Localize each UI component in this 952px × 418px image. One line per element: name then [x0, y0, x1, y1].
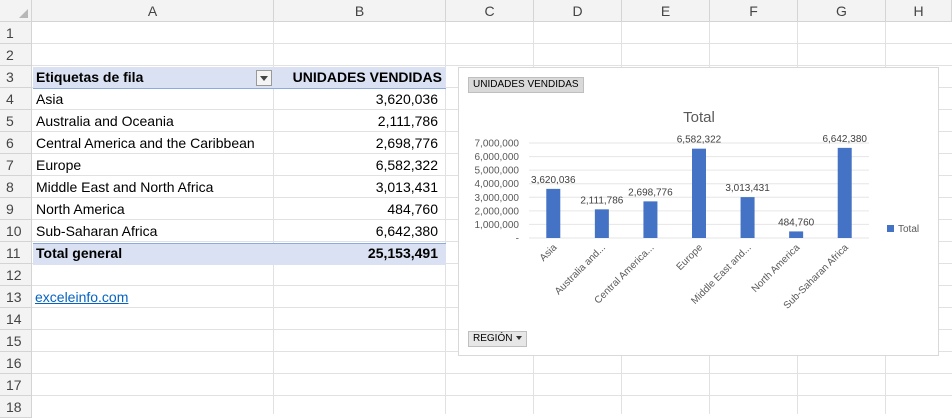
gridline: [32, 65, 952, 66]
gridline: [32, 395, 952, 396]
bar: [594, 209, 609, 238]
data-label: 2,698,776: [628, 187, 673, 198]
pivot-row-label[interactable]: Australia and Oceania: [36, 113, 174, 129]
row-header-13[interactable]: 13: [0, 286, 32, 308]
column-header-e[interactable]: E: [622, 0, 710, 22]
gridline: [273, 22, 274, 414]
pivot-row-value[interactable]: 3,620,036: [375, 91, 438, 107]
row-header-14[interactable]: 14: [0, 308, 32, 330]
row-header-17[interactable]: 17: [0, 374, 32, 396]
pivot-chart[interactable]: UNIDADES VENDIDAS Total - 1,000,000 2,000,…: [458, 67, 939, 356]
pivot-row-label[interactable]: Europe: [36, 157, 82, 173]
column-header-d[interactable]: D: [534, 0, 622, 22]
row-header-5[interactable]: 5: [0, 110, 32, 132]
column-header-c[interactable]: C: [446, 0, 534, 22]
column-header-g[interactable]: G: [798, 0, 886, 22]
pivot-row-label[interactable]: Central America and the Caribbean: [36, 135, 255, 151]
y-tick-label: 4,000,000: [475, 179, 520, 190]
row-header-1[interactable]: 1: [0, 22, 32, 44]
data-label: 3,013,431: [725, 183, 770, 194]
gridline: [32, 373, 952, 374]
row-header-6[interactable]: 6: [0, 132, 32, 154]
bar: [740, 197, 755, 238]
chevron-down-icon: [516, 336, 523, 341]
pivot-row-label[interactable]: North America: [36, 201, 125, 217]
chart-plot: Total - 1,000,000 2,000,000 3,000,000 4,000,…: [475, 109, 920, 311]
pivot-row-label[interactable]: Sub-Saharan Africa: [36, 223, 158, 239]
row-header-8[interactable]: 8: [0, 176, 32, 198]
y-tick-label: 3,000,000: [475, 193, 520, 204]
category-label: Australia and...: [553, 242, 608, 297]
y-tick-label: 7,000,000: [475, 139, 520, 150]
pivot-row-value[interactable]: 484,760: [387, 201, 438, 217]
region-field-label: REGIÓN: [473, 333, 513, 344]
row-header-4[interactable]: 4: [0, 88, 32, 110]
bar: [837, 147, 852, 238]
pivot-row-value[interactable]: 2,111,786: [377, 113, 438, 129]
data-label: 6,642,380: [822, 134, 867, 145]
category-label: Europe: [675, 242, 706, 273]
row-labels-filter-button[interactable]: [256, 70, 272, 86]
row-header-16[interactable]: 16: [0, 352, 32, 374]
pivot-total-value[interactable]: 25,153,491: [367, 245, 438, 261]
row-header-9[interactable]: 9: [0, 198, 32, 220]
pivot-row-value[interactable]: 6,582,322: [375, 157, 438, 173]
y-tick-label: 2,000,000: [475, 206, 520, 217]
pivot-total-row: [33, 243, 446, 265]
gridline: [32, 43, 952, 44]
pivot-row-labels-header[interactable]: Etiquetas de fila: [36, 69, 144, 85]
data-label: 3,620,036: [531, 175, 576, 186]
y-tick-label: 1,000,000: [475, 220, 520, 231]
column-header-b[interactable]: B: [274, 0, 446, 22]
pivot-value-header[interactable]: UNIDADES VENDIDAS: [292, 69, 442, 85]
category-label: North America: [750, 242, 803, 295]
y-tick-label: -: [516, 234, 519, 245]
legend-swatch: [887, 225, 894, 232]
bar: [692, 148, 706, 238]
pivot-row-value[interactable]: 2,698,776: [375, 135, 438, 151]
column-header-a[interactable]: A: [32, 0, 274, 22]
pivot-row-value[interactable]: 3,013,431: [375, 179, 438, 195]
pivot-row-label[interactable]: Middle East and North Africa: [36, 179, 214, 195]
bar: [546, 188, 561, 238]
data-label: 484,760: [778, 217, 815, 228]
category-label: Asia: [538, 242, 560, 264]
y-tick-label: 6,000,000: [475, 152, 520, 163]
bar: [789, 231, 804, 238]
data-label: 6,582,322: [677, 135, 722, 146]
chart-title: Total: [683, 109, 715, 126]
row-header-10[interactable]: 10: [0, 220, 32, 242]
region-axis-field-button[interactable]: REGIÓN: [468, 331, 528, 347]
row-header-15[interactable]: 15: [0, 330, 32, 352]
column-header-f[interactable]: F: [710, 0, 798, 22]
row-header-11[interactable]: 11: [0, 242, 32, 264]
pivot-total-label[interactable]: Total general: [36, 245, 123, 261]
value-field-button[interactable]: UNIDADES VENDIDAS: [468, 77, 584, 93]
gridline: [445, 22, 446, 414]
row-header-18[interactable]: 18: [0, 396, 32, 418]
select-all-corner[interactable]: [0, 0, 32, 22]
exceleinfo-link[interactable]: exceleinfo.com: [35, 289, 129, 305]
pivot-header-row: [33, 67, 446, 89]
row-header-7[interactable]: 7: [0, 154, 32, 176]
legend-label: Total: [898, 224, 919, 235]
pivot-row-label[interactable]: Asia: [36, 91, 64, 107]
row-header-2[interactable]: 2: [0, 44, 32, 66]
row-header-3[interactable]: 3: [0, 66, 32, 88]
y-tick-label: 5,000,000: [475, 166, 520, 177]
pivot-row-value[interactable]: 6,642,380: [375, 223, 438, 239]
data-label: 2,111,786: [580, 195, 623, 206]
column-header-h[interactable]: H: [886, 0, 952, 22]
bar: [643, 201, 658, 238]
row-header-12[interactable]: 12: [0, 264, 32, 286]
